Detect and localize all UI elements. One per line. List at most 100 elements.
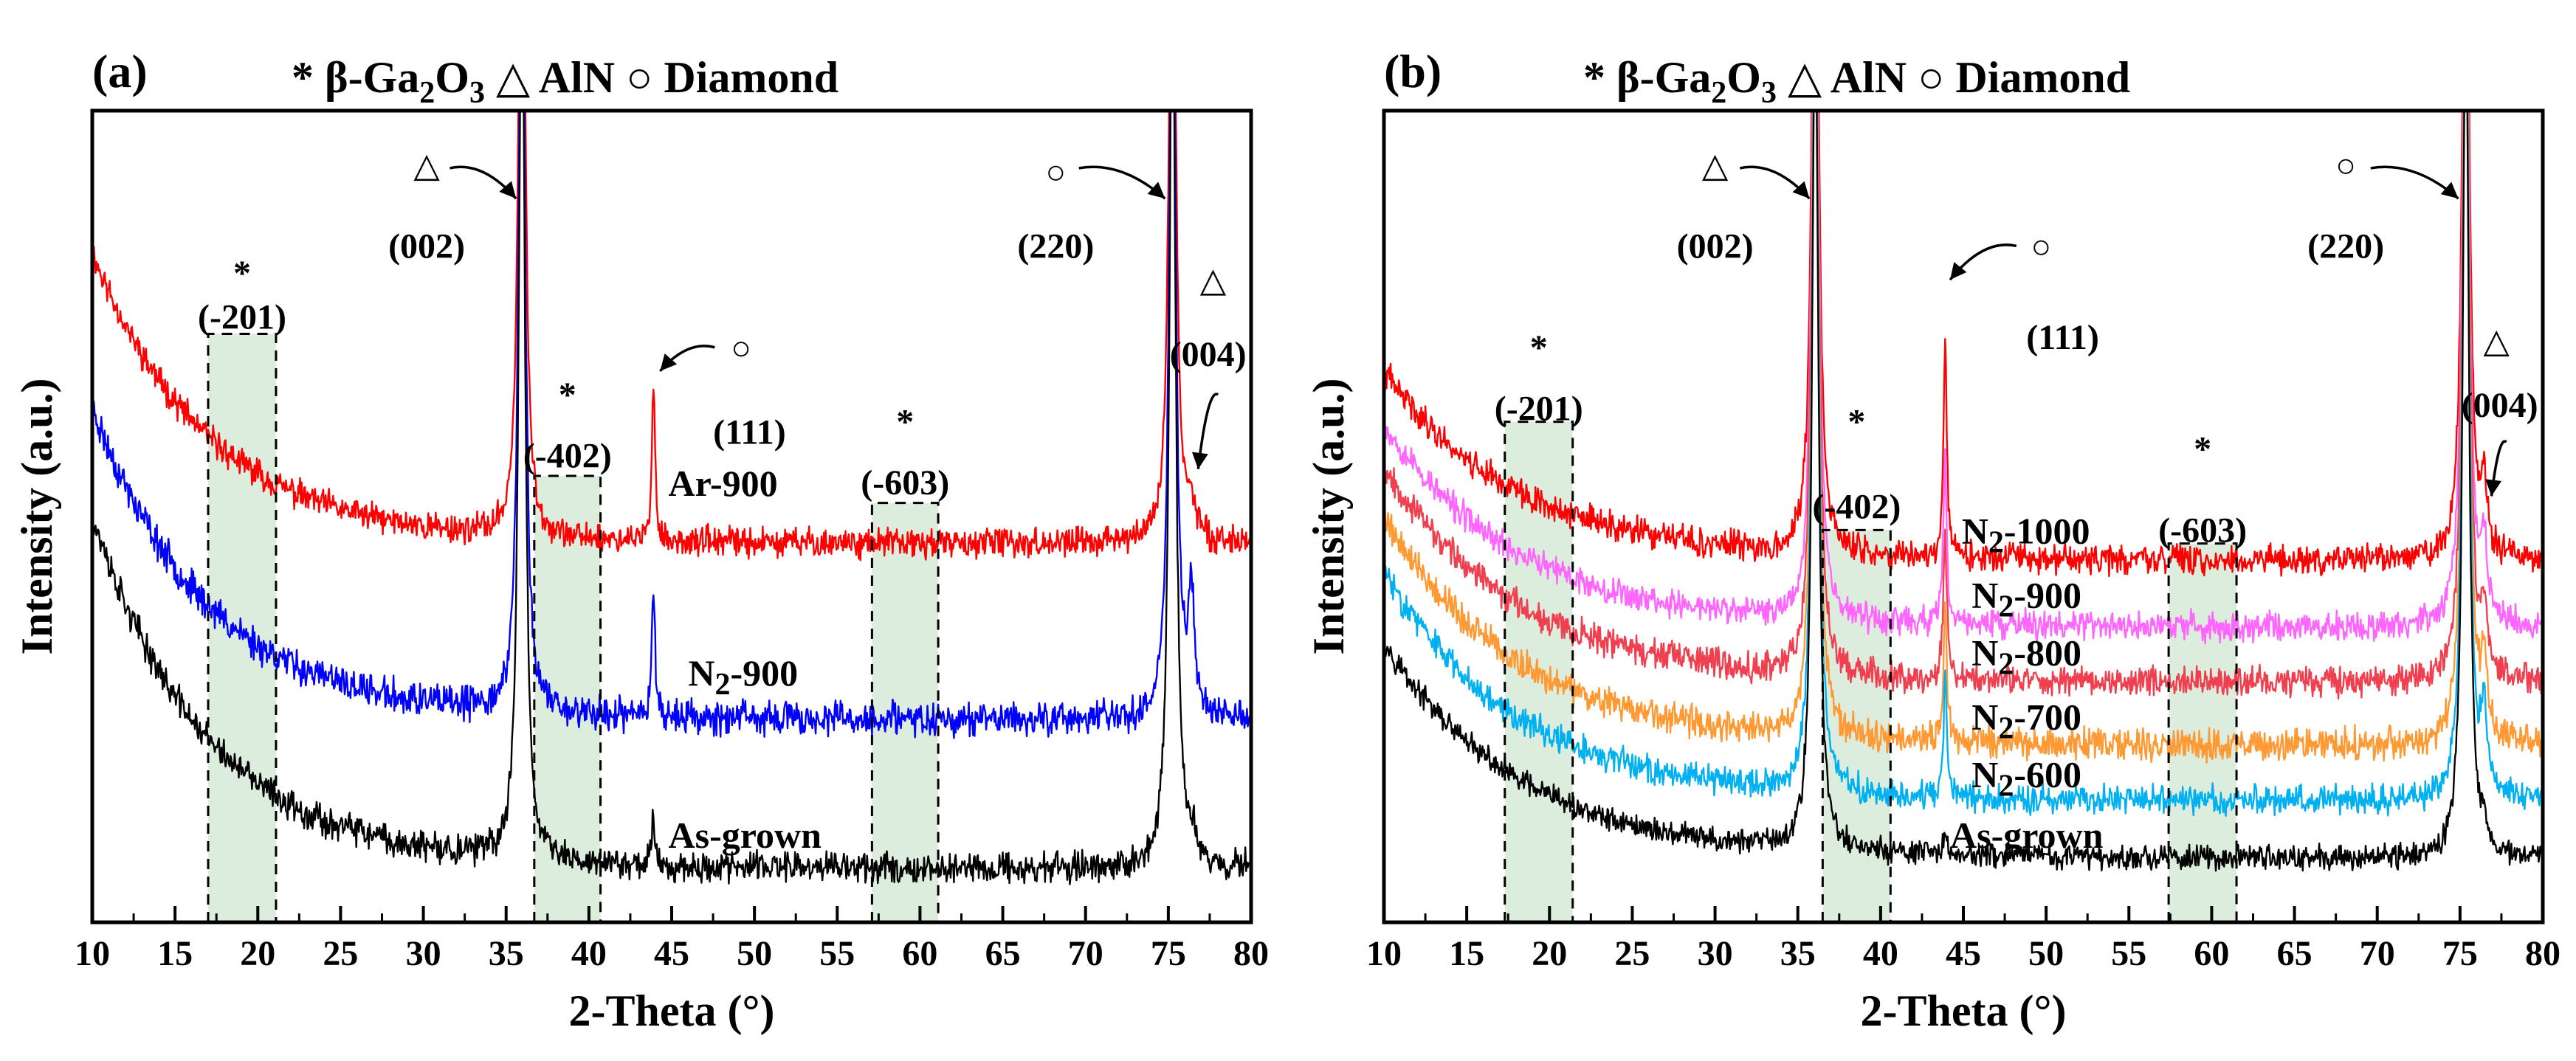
legend: * β-Ga2O3 △ AlN ○ Diamond [1583,53,2130,110]
x-tick-label-8: 50 [737,934,772,973]
region-label-0: (-201) [198,298,286,337]
plot-area [1384,111,2543,872]
x-tick-label-4: 30 [1698,934,1733,973]
x-tick-label-1: 15 [1449,934,1484,973]
series-label-5: As-grown [1950,815,2104,856]
x-tick-label-11: 65 [985,934,1021,973]
x-tick-label-14: 80 [2525,934,2560,973]
series-label-3: N2-700 [1971,696,2081,745]
x-tick-label-4: 30 [406,934,441,973]
peak-arrow-3 [1196,393,1219,470]
region-label-0: (-201) [1495,389,1583,428]
x-tick-label-14: 80 [1233,934,1269,973]
x-tick-label-8: 50 [2028,934,2064,973]
series-line-n2-600 [1384,111,2543,818]
x-axis-title: 2-Theta (°) [1861,986,2067,1035]
peak-label-3: (004) [1170,335,1247,374]
y-axis-title: Intensity (a.u.) [1304,378,1353,654]
x-tick-label-12: 70 [1068,934,1103,973]
region-border-1 [1821,528,1892,922]
series-label-0: Ar-900 [669,463,778,504]
peak-arrowhead-2 [2440,182,2459,199]
region-star-2: * [2194,429,2211,469]
x-tick-label-13: 75 [2442,934,2478,973]
x-tick-label-6: 40 [571,934,607,973]
region-border-0 [207,333,278,922]
series-line-n2-900 [92,111,1251,739]
region-label-2: (-603) [861,463,949,502]
peak-marker-3: △ [2484,322,2510,360]
x-tick-label-2: 20 [240,934,275,973]
panel-label: (a) [92,45,148,97]
series-line-n2-800 [1384,111,2543,700]
series-line-n2-700 [1384,111,2543,764]
series-line-n2-900 [1384,111,2543,645]
peak-marker-3: △ [1200,261,1227,299]
peak-arrowhead-3 [2485,479,2502,497]
series-label-2: N2-800 [1971,632,2081,681]
peak-label-0: (002) [1677,227,1754,266]
x-tick-label-7: 45 [654,934,689,973]
x-tick-label-3: 25 [1614,934,1650,973]
x-axis-title: 2-Theta (°) [569,986,775,1035]
peak-marker-0: △ [413,146,440,184]
series-label-2: As-grown [669,815,822,856]
series-line-as-grown [1384,111,2543,872]
series-label-0: N2-1000 [1962,510,2090,559]
series-line-n2-1000 [1384,111,2543,578]
chart-panel-a: * (-201) * (-402) * (-603) △ (002) ○ (111) ○ (220) △… [13,45,1269,1035]
peak-label-2: (220) [2307,227,2384,266]
x-tick-label-6: 40 [1863,934,1898,973]
region-border-0 [1504,421,1574,922]
peak-arrowhead-0 [1792,181,1810,199]
peak-marker-2: ○ [1045,153,1066,191]
series-label-1: N2-900 [688,652,798,702]
series-label-4: N2-600 [1971,753,2081,803]
peak-label-0: (002) [388,227,465,266]
x-tick-label-2: 20 [1532,934,1567,973]
chart-panel-b: * (-201) * (-402) * (-603) △ (002) ○ (111) ○ (220) △… [1304,45,2560,1035]
series-line-as-grown [92,111,1251,885]
region-label-1: (-402) [1812,487,1901,526]
x-tick-label-12: 70 [2360,934,2395,973]
peak-arrowhead-3 [1191,452,1208,469]
peak-arrowhead-1 [1950,262,1967,280]
region-label-1: (-402) [523,437,612,476]
region-label-2: (-603) [2158,511,2247,550]
region-star-1: * [559,376,576,415]
x-tick-label-10: 60 [2194,934,2229,973]
legend: * β-Ga2O3 △ AlN ○ Diamond [292,53,838,110]
peak-arrowhead-1 [660,353,678,371]
peak-label-2: (220) [1017,227,1094,266]
series-line-ar-900 [92,111,1251,561]
y-axis-title: Intensity (a.u.) [13,378,61,654]
x-tick-label-0: 10 [75,934,110,973]
series-label-1: N2-900 [1971,574,2081,623]
peak-arrowhead-2 [1147,182,1165,199]
region-star-1: * [1847,403,1865,442]
x-tick-label-0: 10 [1366,934,1402,973]
peak-marker-1: ○ [2031,227,2052,265]
region-star-0: * [1530,328,1548,367]
x-tick-label-3: 25 [323,934,358,973]
region-star-2: * [896,403,914,442]
peak-label-3: (004) [2462,386,2538,425]
region-border-2 [2167,542,2238,922]
peak-marker-0: △ [1702,146,1729,184]
x-tick-label-7: 45 [1946,934,1981,973]
plot-area [92,111,1251,885]
x-tick-label-5: 35 [1780,934,1816,973]
region-border-2 [870,502,940,922]
x-tick-label-1: 15 [157,934,193,973]
x-tick-label-9: 55 [2111,934,2146,973]
x-tick-label-11: 65 [2277,934,2312,973]
x-tick-label-9: 55 [819,934,855,973]
peak-marker-2: ○ [2335,146,2356,184]
x-tick-label-5: 35 [489,934,524,973]
region-star-0: * [233,254,251,293]
peak-label-1: (111) [2026,318,2099,357]
peak-arrowhead-0 [499,181,517,199]
x-tick-label-10: 60 [902,934,937,973]
panel-label: (b) [1384,45,1442,97]
